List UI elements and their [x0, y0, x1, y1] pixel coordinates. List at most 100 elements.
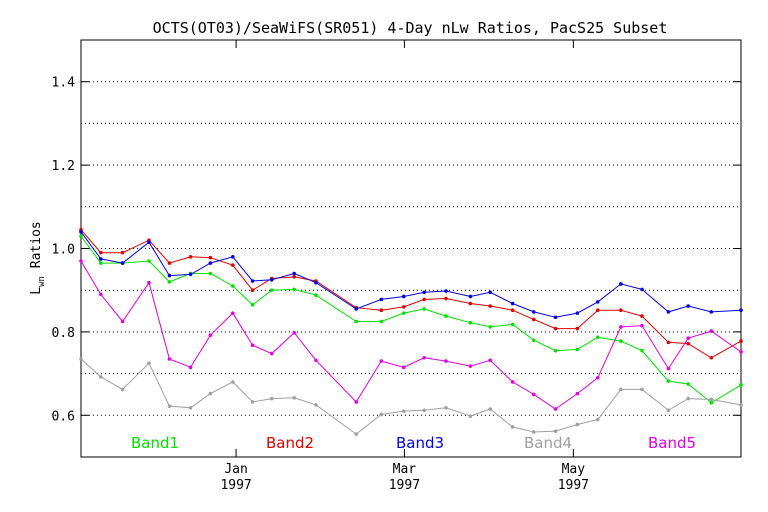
data-point	[354, 432, 359, 436]
y-axis-ticks: 0.6 0.8 1.0 1.2 1.4	[52, 76, 741, 424]
x-tick-label-year: 1997	[558, 478, 589, 493]
data-point	[250, 302, 255, 307]
data-point	[666, 379, 671, 383]
data-point	[531, 338, 536, 343]
data-point	[468, 364, 473, 368]
data-point	[167, 273, 172, 278]
series-band2	[79, 227, 743, 360]
data-point	[354, 319, 359, 324]
data-point	[99, 250, 103, 255]
data-point	[686, 382, 690, 386]
data-point	[314, 403, 318, 407]
data-point	[640, 314, 644, 318]
y-axis-label: Lwn Ratios	[29, 221, 47, 294]
data-point	[354, 307, 359, 311]
x-tick-label-month: Jan	[224, 462, 247, 477]
data-point	[422, 408, 427, 413]
data-point	[167, 357, 172, 361]
data-point	[510, 425, 515, 429]
series-band4	[79, 357, 743, 436]
legend-band2: Band2	[266, 434, 314, 452]
series-line	[80, 229, 742, 359]
data-point	[468, 414, 473, 418]
data-point	[510, 308, 515, 313]
data-point	[595, 417, 600, 422]
chart-title: OCTS(OT03)/SeaWiFS(SR051) 4-Day nLw Rati…	[153, 19, 668, 37]
plot-border	[80, 39, 742, 458]
data-point	[231, 311, 235, 315]
data-point	[79, 357, 83, 361]
y-tick-label: 1.4	[52, 76, 76, 91]
x-tick-label-month: Mar	[393, 462, 417, 477]
data-point	[401, 294, 406, 299]
data-point	[619, 387, 623, 392]
data-point	[575, 347, 580, 352]
data-point	[575, 311, 580, 315]
data-point	[553, 315, 558, 320]
data-point	[709, 310, 714, 314]
data-point	[640, 323, 644, 328]
data-point	[468, 301, 473, 306]
y-tick-label: 1.2	[52, 159, 75, 174]
x-tick-label-year: 1997	[220, 478, 251, 493]
data-point	[422, 290, 427, 295]
data-point	[640, 348, 644, 353]
series-line	[80, 260, 742, 410]
data-point	[147, 259, 151, 263]
data-point	[553, 348, 558, 353]
y-axis-label-main: L	[29, 287, 44, 295]
data-point	[99, 261, 103, 265]
data-point	[709, 355, 714, 360]
data-point	[401, 409, 406, 413]
data-point	[250, 288, 255, 293]
data-point	[444, 289, 448, 293]
data-point	[686, 396, 690, 401]
data-point	[488, 407, 493, 411]
data-point	[250, 400, 255, 404]
data-point	[488, 325, 493, 329]
series-line	[80, 231, 742, 318]
data-point	[444, 359, 448, 363]
data-point	[401, 311, 406, 315]
data-point	[147, 280, 151, 285]
data-point	[250, 279, 255, 283]
x-tick-label-year: 1997	[389, 478, 420, 493]
data-point	[531, 310, 536, 314]
series-line	[80, 358, 742, 435]
data-point	[269, 288, 274, 293]
data-point	[250, 343, 255, 348]
data-point	[422, 355, 427, 360]
data-point	[640, 387, 644, 392]
data-point	[686, 341, 690, 346]
data-point	[292, 395, 296, 400]
data-point	[619, 282, 623, 286]
data-point	[619, 325, 623, 329]
series-band3	[79, 230, 743, 320]
data-point	[99, 257, 103, 261]
series-band1	[79, 234, 743, 405]
data-point	[269, 277, 274, 282]
data-point	[666, 408, 671, 413]
data-point	[208, 391, 213, 396]
data-point	[269, 396, 274, 401]
data-point	[488, 304, 493, 308]
data-point	[167, 261, 172, 265]
data-point	[595, 375, 600, 380]
data-point	[120, 319, 125, 324]
data-point	[619, 339, 623, 343]
series-band5	[79, 259, 743, 411]
data-point	[595, 335, 600, 340]
data-point	[120, 250, 125, 255]
data-point	[686, 336, 690, 340]
data-point	[79, 234, 83, 238]
data-point	[269, 351, 274, 356]
legend-band5: Band5	[648, 434, 696, 452]
data-point	[553, 429, 558, 433]
y-axis-label-subscript: wn	[37, 276, 47, 287]
data-point	[468, 294, 473, 299]
data-point	[188, 272, 193, 277]
data-point	[553, 326, 558, 331]
data-point	[231, 263, 235, 267]
